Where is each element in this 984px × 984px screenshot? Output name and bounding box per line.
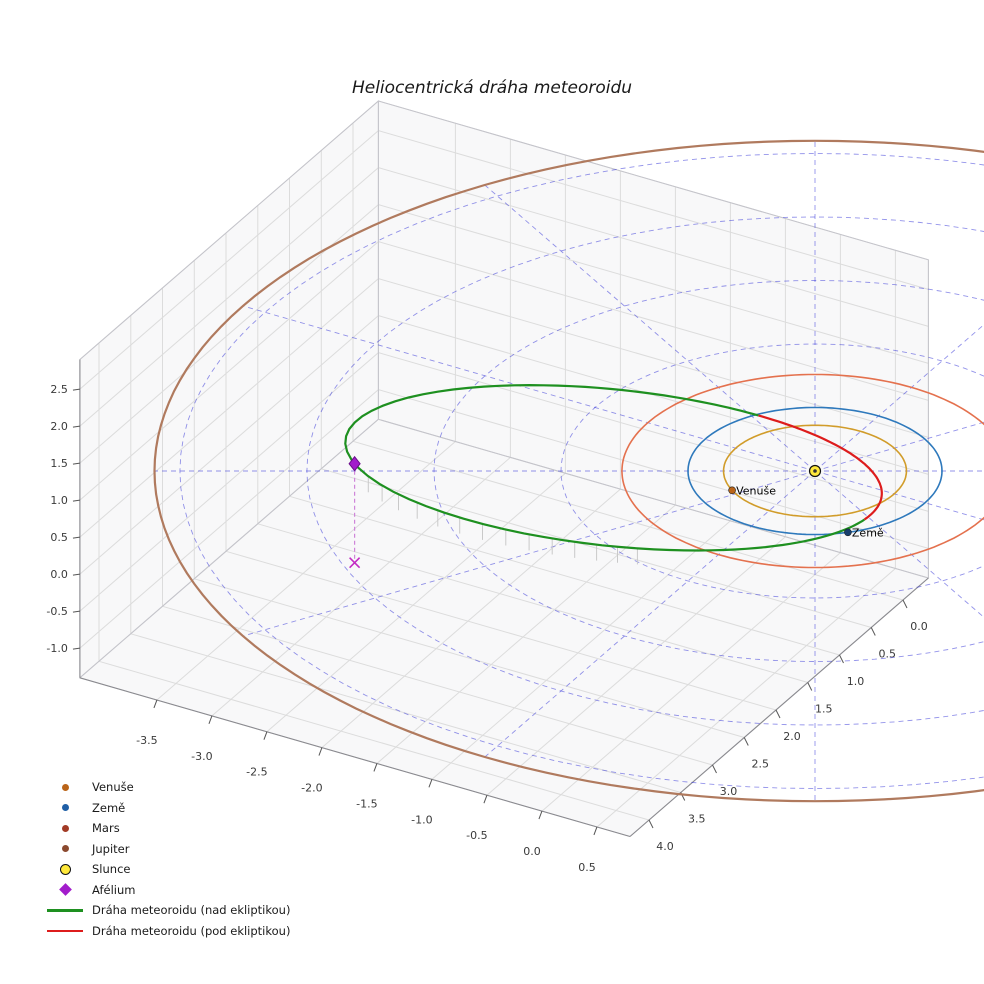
tick-label: 0.0 (910, 620, 928, 633)
tick-label: 2.5 (50, 383, 68, 396)
tick-label: -1.0 (46, 642, 67, 655)
tick-label: 2.0 (783, 730, 801, 743)
legend-label: Země (92, 800, 126, 815)
tick-label: -3.5 (136, 734, 157, 747)
orbit-mars (621, 373, 984, 569)
legend-item-mars: Mars (46, 818, 290, 839)
tick-label: 2.5 (752, 758, 770, 771)
tick-label: -1.5 (356, 798, 377, 811)
tick-label: 1.0 (50, 494, 68, 507)
axes-panes (78, 99, 930, 838)
legend-marker-meteoroid-below (47, 929, 83, 932)
legend-label: Venuše (92, 780, 134, 795)
legend-label: Dráha meteoroidu (nad ekliptikou) (92, 903, 291, 918)
legend-marker-meteoroid-above (47, 909, 83, 912)
tick-label: -2.5 (246, 766, 267, 779)
planet-zeme: Země (844, 526, 884, 539)
legend-marker-venuse (61, 783, 69, 791)
legend-item-meteoroid-above: Dráha meteoroidu (nad ekliptikou) (46, 900, 290, 921)
legend-label: Afélium (92, 882, 136, 897)
tick-label: 1.5 (815, 703, 833, 716)
tick-label: 3.0 (720, 785, 738, 798)
legend-item-slunce: Slunce (46, 859, 290, 880)
legend-label: Mars (92, 821, 120, 836)
z-tick-labels: -1.0 -0.5 0.0 0.5 1.0 1.5 2.0 2.5 (46, 383, 81, 655)
tick-label: -0.5 (46, 605, 67, 618)
legend-item-afelium: Afélium (46, 880, 290, 901)
tick-label: 0.5 (578, 861, 596, 874)
tick-label: 1.5 (50, 457, 68, 470)
legend-label: Jupiter (92, 841, 130, 856)
legend-marker-mars (61, 824, 69, 832)
orbit-jupiter (153, 139, 984, 803)
tick-label: 0.0 (50, 568, 68, 581)
orbit-venuse (722, 424, 908, 518)
chart-title: Heliocentrická dráha meteoroidu (351, 78, 633, 98)
legend-marker-jupiter (61, 845, 69, 853)
tick-label: 0.5 (50, 531, 68, 544)
aphelion-group (348, 455, 361, 569)
legend-item-jupiter: Jupiter (46, 839, 290, 860)
zeme-marker (844, 528, 852, 537)
x-tick-labels: -3.5 -3.0 -2.5 -2.0 -1.5 -1.0 -0.5 0.0 0.5 (136, 699, 598, 874)
tick-label: 3.5 (688, 813, 706, 826)
orbit-drop-ticks (367, 476, 638, 565)
planet-venuse: Venuše (728, 484, 776, 497)
zeme-label: Země (852, 526, 884, 539)
legend: Venuše Země Mars Jupiter Slunce Afélium … (46, 777, 290, 941)
venuse-marker (728, 486, 736, 495)
tick-label: -3.0 (191, 750, 212, 763)
tick-label: -2.0 (301, 782, 322, 795)
aphelion-projection-x-marker (349, 557, 361, 569)
ecliptic-polar-grid (154, 140, 984, 802)
tick-label: 4.0 (656, 840, 674, 853)
meteoroid-path-above-ecliptic (344, 383, 866, 552)
legend-item-meteoroid-below: Dráha meteoroidu (pod ekliptikou) (46, 921, 290, 942)
sun-marker (808, 464, 822, 478)
legend-marker-zeme (61, 804, 69, 812)
orbit-zeme (687, 406, 943, 536)
tick-label: 2.0 (50, 420, 68, 433)
tick-label: -1.0 (411, 813, 432, 826)
legend-label: Dráha meteoroidu (pod ekliptikou) (92, 923, 291, 938)
meteoroid-path-below-ecliptic (758, 414, 883, 521)
tick-label: 1.0 (847, 675, 865, 688)
tick-label: -0.5 (466, 829, 487, 842)
legend-marker-afelium (58, 883, 72, 897)
legend-item-venuse: Venuše (46, 777, 290, 798)
aphelion-diamond-marker (348, 455, 361, 472)
legend-item-zeme: Země (46, 798, 290, 819)
y-tick-labels: 0.00.51.01.52.02.53.03.54.0 (648, 599, 928, 853)
legend-marker-slunce (59, 863, 71, 875)
venuse-label: Venuše (736, 484, 776, 497)
tick-label: 0.0 (523, 845, 541, 858)
legend-label: Slunce (92, 862, 131, 877)
planet-orbits (153, 139, 984, 803)
